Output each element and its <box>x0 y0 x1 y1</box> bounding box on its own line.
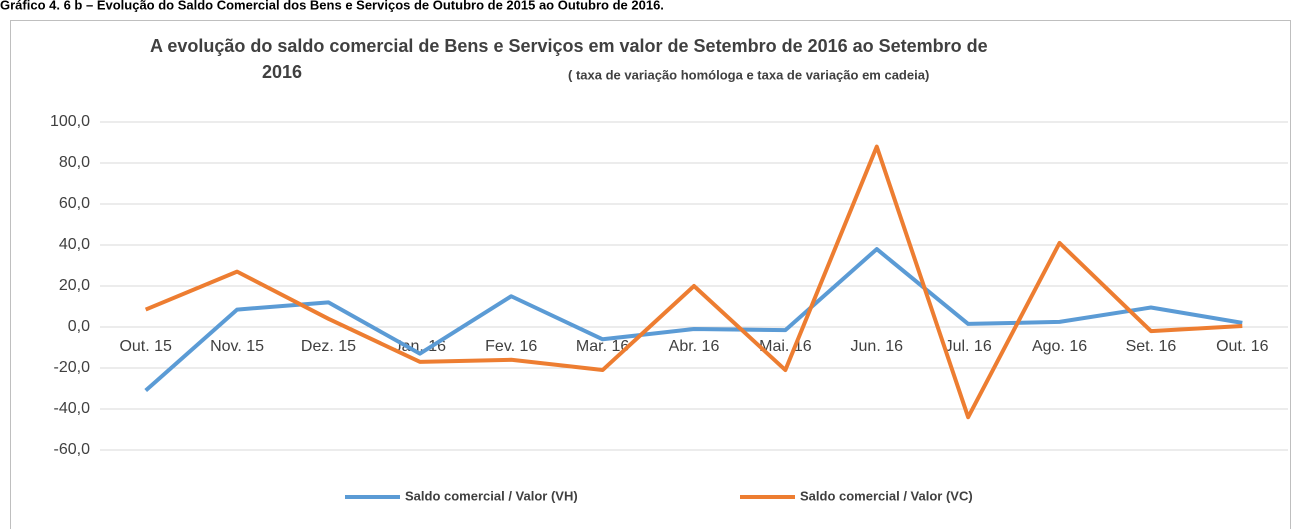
y-tick-label: -60,0 <box>54 441 91 458</box>
legend-label: Saldo comercial / Valor (VC) <box>800 488 973 503</box>
legend-label: Saldo comercial / Valor (VH) <box>405 488 578 503</box>
x-tick-label: Abr. 16 <box>669 338 720 355</box>
x-tick-label: Mar. 16 <box>576 338 629 355</box>
caption: Gráfico 4. 6 b – Evolução do Saldo Comer… <box>0 0 664 12</box>
y-tick-label: 40,0 <box>59 236 90 253</box>
x-tick-label: Out. 15 <box>119 338 172 355</box>
y-tick-label: 0,0 <box>68 318 90 335</box>
y-tick-label: 20,0 <box>59 277 90 294</box>
x-tick-label: Set. 16 <box>1126 338 1177 355</box>
line-series <box>144 247 1243 393</box>
x-tick-label: Jan. 16 <box>394 338 447 355</box>
x-tick-label: Out. 16 <box>1216 338 1269 355</box>
chart-frame <box>10 20 1291 529</box>
line-series <box>144 144 1243 420</box>
y-tick-label: -40,0 <box>54 400 91 417</box>
x-tick-label: Dez. 15 <box>301 338 356 355</box>
x-tick-label: Jul. 16 <box>945 338 992 355</box>
chart-title: 2016 <box>262 62 302 82</box>
y-tick-label: -20,0 <box>54 359 91 376</box>
chart-subtitle: ( taxa de variação homóloga e taxa de va… <box>568 67 929 82</box>
x-tick-label: Jun. 16 <box>851 338 904 355</box>
x-tick-label: Fev. 16 <box>485 338 537 355</box>
y-tick-label: 80,0 <box>59 154 90 171</box>
y-tick-label: 60,0 <box>59 195 90 212</box>
chart-title: A evolução do saldo comercial de Bens e … <box>150 36 988 56</box>
y-tick-label: 100,0 <box>50 113 90 130</box>
x-tick-label: Nov. 15 <box>210 338 264 355</box>
x-tick-label: Ago. 16 <box>1032 338 1087 355</box>
